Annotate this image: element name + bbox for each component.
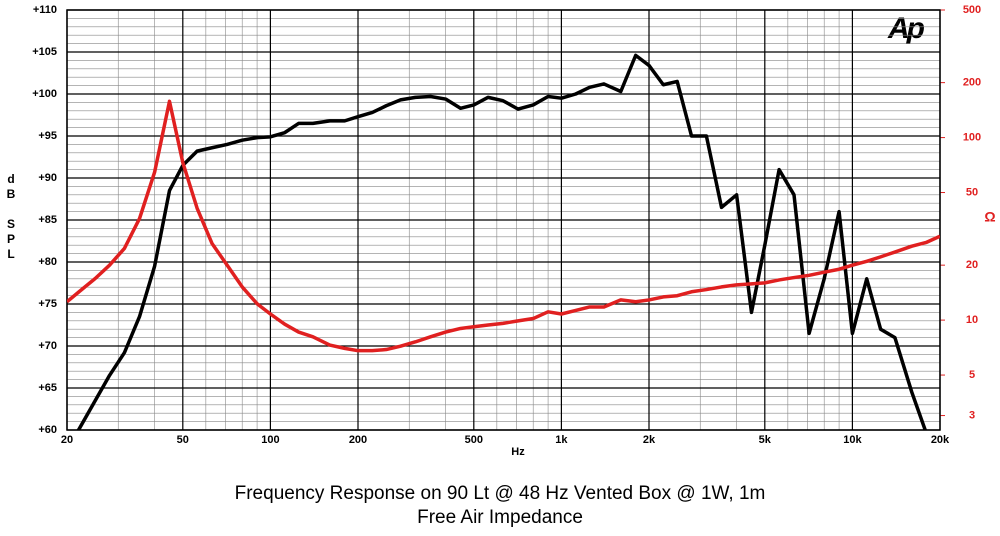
y-tick-label: +80 bbox=[38, 256, 57, 268]
y2-tick-label: 200 bbox=[963, 77, 981, 89]
x-tick-label: 200 bbox=[349, 434, 367, 446]
y-tick-label: +85 bbox=[38, 214, 57, 226]
y-tick-label: +70 bbox=[38, 340, 57, 352]
x-tick-label: 10k bbox=[843, 434, 862, 446]
y2-tick-label: 50 bbox=[966, 186, 978, 198]
x-tick-label: 20k bbox=[931, 434, 950, 446]
plot-frame bbox=[66, 9, 941, 431]
y2-tick-label: 5 bbox=[969, 369, 975, 381]
x-tick-label: 5k bbox=[759, 434, 772, 446]
x-tick-label: 20 bbox=[61, 434, 73, 446]
y-tick-label: +90 bbox=[38, 172, 57, 184]
y2-tick-label: 100 bbox=[963, 131, 981, 143]
x-tick-label: 100 bbox=[261, 434, 279, 446]
y2-tick-label: 3 bbox=[969, 409, 975, 421]
y2-axis-label: Ω bbox=[984, 209, 995, 225]
y2-tick-label: 10 bbox=[966, 314, 978, 326]
y-tick-label: +65 bbox=[38, 382, 57, 394]
y2-tick-label: 500 bbox=[963, 4, 981, 16]
x-tick-label: 2k bbox=[643, 434, 656, 446]
chart: Hz Ω Ap 20 50 100 200 500 1k 2k 5k 10k 20k +60 +65 +… bbox=[32, 4, 995, 458]
y-axis-label: dB SPL bbox=[4, 172, 18, 262]
y-tick-label: +100 bbox=[32, 88, 57, 100]
y2-tick-label: 20 bbox=[966, 259, 978, 271]
y-tick-label: +60 bbox=[38, 424, 57, 436]
series-line bbox=[76, 53, 928, 430]
y-tick-label: +105 bbox=[32, 46, 57, 58]
grid bbox=[66, 9, 941, 431]
chart-title: Frequency Response on 90 Lt @ 48 Hz Vent… bbox=[234, 483, 766, 504]
series-line bbox=[67, 99, 940, 353]
x-tick-label: 1k bbox=[555, 434, 568, 446]
titles: Frequency Response on 90 Lt @ 48 Hz Vent… bbox=[0, 482, 1000, 530]
x-tick-label: 50 bbox=[177, 434, 189, 446]
x-tick-label: 500 bbox=[465, 434, 483, 446]
chart-subtitle: Free Air Impedance bbox=[417, 507, 583, 528]
y-tick-label: +110 bbox=[33, 4, 57, 16]
y-tick-label: +75 bbox=[38, 298, 57, 310]
logo: Ap bbox=[887, 12, 925, 45]
y-tick-label: +95 bbox=[38, 130, 57, 142]
x-axis-label: Hz bbox=[511, 446, 525, 458]
